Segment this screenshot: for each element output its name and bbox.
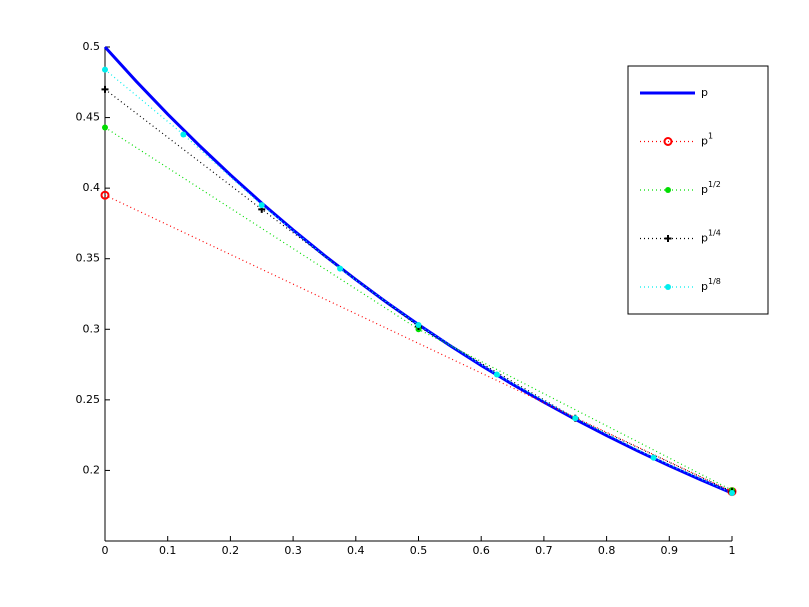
marker-shape [665,187,671,193]
legend-exponent: 1/4 [708,228,721,237]
legend-name: p [701,86,708,99]
data-point [493,371,500,378]
x-tick-label: 0.5 [410,544,428,557]
marker-shape [415,322,422,329]
legend-exponent: 1/2 [708,180,721,189]
data-point [102,66,108,73]
legend-name: p [701,280,708,293]
legend-marker [664,235,672,242]
legend-marker [665,187,671,193]
marker-shape [665,284,671,290]
legend-marker [665,284,671,290]
x-tick-label: 0.8 [598,544,616,557]
data-point [415,322,422,329]
x-tick-label: 0.9 [661,544,679,557]
data-point [337,265,344,272]
data-point [100,190,110,200]
y-tick-label: 0.45 [76,111,101,124]
data-point [102,124,108,131]
y-tick-label: 0.25 [76,393,101,406]
legend-label: p [701,86,708,99]
y-tick-label: 0.4 [83,181,101,194]
legend-box [627,65,769,315]
marker-shape [663,137,673,146]
legend-exponent: 1/8 [708,277,721,286]
marker-shape [572,415,579,422]
x-tick-label: 0.2 [222,544,240,557]
legend-marker [663,137,673,146]
legend-name: p [701,183,708,196]
y-tick-label: 0.2 [83,463,101,476]
marker-shape [180,131,187,138]
x-tick-label: 0.1 [159,544,177,557]
marker-shape [664,235,672,242]
legend-exponent: 1 [708,131,713,140]
data-point [258,202,265,209]
series-line [104,88,733,493]
x-tick-label: 0.7 [535,544,553,557]
marker-shape [493,371,500,378]
data-point [180,131,187,138]
x-tick-label: 0.3 [284,544,302,557]
marker-shape [729,490,735,497]
data-point [101,85,109,93]
legend-label: p1/2 [701,180,721,197]
marker-shape [102,66,108,73]
legend-label: p1/8 [701,277,721,294]
legend-name: p [701,232,708,245]
marker-shape [102,124,108,131]
y-tick-label: 0.3 [83,322,101,335]
x-tick-label: 1 [729,544,736,557]
legend-name: p [701,135,708,148]
x-tick-label: 0 [102,544,109,557]
data-point [572,415,579,422]
x-tick-label: 0.4 [347,544,365,557]
marker-shape [337,265,344,272]
data-point [729,490,735,497]
legend-label: p1 [701,131,713,148]
marker-shape [650,454,657,461]
data-point [650,454,657,461]
legend-label: p1/4 [701,228,721,245]
x-tick-label: 0.6 [472,544,490,557]
marker-shape [100,190,110,200]
y-tick-label: 0.5 [83,40,101,53]
marker-shape [101,85,109,93]
y-tick-label: 0.35 [76,252,101,265]
marker-shape [258,202,265,209]
